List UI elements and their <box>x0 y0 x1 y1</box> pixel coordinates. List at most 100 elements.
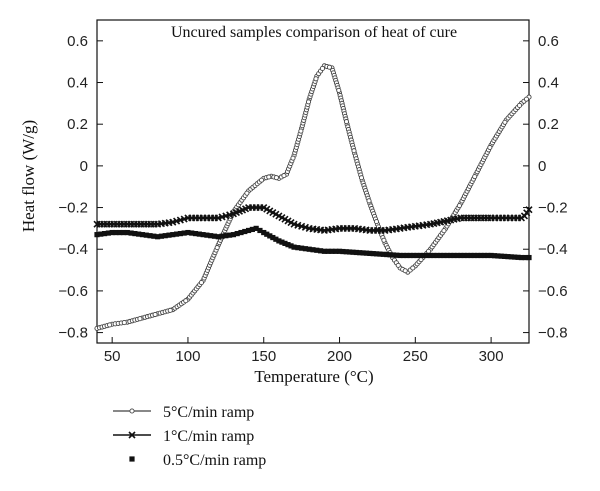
trace-marker <box>373 251 380 257</box>
x-tick-label: 250 <box>403 348 428 365</box>
trace-marker <box>523 209 531 217</box>
x-tick-label: 100 <box>175 348 200 365</box>
trace-marker <box>411 252 417 259</box>
data-point <box>124 229 130 236</box>
chart-title: Uncured samples comparison of heat of cu… <box>171 24 457 41</box>
series-layer <box>93 63 533 331</box>
trace-marker <box>468 252 474 259</box>
trace-marker <box>196 231 202 237</box>
trace-marker <box>208 233 214 239</box>
trace-marker <box>453 215 461 223</box>
trace-marker <box>392 225 400 233</box>
trace-marker <box>242 228 248 235</box>
y-tick-label-left: 0 <box>80 158 88 175</box>
trace-marker <box>137 316 143 322</box>
y-tick-label-right: −0.8 <box>538 325 568 342</box>
trace-marker <box>478 252 484 259</box>
trace-marker <box>343 119 350 125</box>
trace-marker <box>456 203 462 209</box>
trace-marker <box>514 214 522 222</box>
y-tick-label-left: 0.2 <box>67 116 88 133</box>
trace-marker <box>98 231 104 237</box>
y-tick-label-right: 0 <box>538 158 546 175</box>
data-point <box>458 252 464 259</box>
y-tick-label-right: 0.4 <box>538 75 559 92</box>
trace-marker <box>314 247 320 253</box>
trace-marker <box>117 229 123 236</box>
trace-marker <box>498 253 504 259</box>
trace-marker <box>402 268 408 274</box>
trace-marker <box>105 230 111 236</box>
data-point <box>261 229 267 236</box>
trace-marker <box>421 252 427 259</box>
trace-marker <box>485 252 491 259</box>
trace-marker <box>332 225 340 233</box>
trace-marker <box>273 236 279 242</box>
trace-marker <box>257 227 263 234</box>
trace-marker <box>347 249 353 255</box>
trace-marker <box>358 175 365 181</box>
trace-marker <box>481 252 487 259</box>
data-point <box>488 252 494 259</box>
trace-marker <box>351 148 357 154</box>
series-1 <box>93 203 533 235</box>
trace-marker <box>162 233 168 239</box>
trace-marker <box>313 76 319 82</box>
legend-symbol <box>113 431 151 439</box>
trace-marker <box>498 214 507 222</box>
trace-marker <box>302 246 309 252</box>
trace-marker <box>501 253 508 260</box>
data-point <box>526 254 532 261</box>
plot-border <box>96 19 530 344</box>
trace-marker <box>299 245 305 251</box>
trace-marker <box>143 232 149 238</box>
trace-marker <box>136 231 142 237</box>
trace-marker <box>350 249 356 255</box>
trace-marker <box>198 280 204 286</box>
x-tick-label: 200 <box>327 348 352 365</box>
y-tick-label-left: −0.2 <box>58 200 88 217</box>
trace-marker <box>394 252 400 258</box>
series-2 <box>94 225 532 261</box>
y-tick-label-left: −0.6 <box>58 283 88 300</box>
trace-marker <box>183 298 189 304</box>
data-point <box>427 252 434 259</box>
trace-marker <box>410 265 416 271</box>
data-point <box>276 238 282 244</box>
trace-marker <box>151 233 157 239</box>
data-point <box>397 252 403 259</box>
trace-marker <box>285 242 291 248</box>
legend-marker <box>128 431 136 439</box>
trace-marker <box>491 253 498 259</box>
data-point <box>291 244 297 250</box>
trace-marker <box>441 252 447 259</box>
trace-marker <box>132 230 138 237</box>
trace-marker <box>165 219 173 227</box>
trace-marker <box>363 250 370 256</box>
y-axis-title: Heat flow (W/g) <box>19 120 38 232</box>
legend-label: 0.5°C/min ramp <box>163 452 266 469</box>
trace-marker <box>204 232 210 238</box>
data-point <box>367 250 373 256</box>
data-point <box>109 229 115 236</box>
trace-marker <box>448 252 454 259</box>
y-tick-label-right: −0.2 <box>538 200 568 217</box>
y-tick-label-right: −0.6 <box>538 283 568 300</box>
plot-frame <box>96 19 530 344</box>
data-point <box>215 234 221 240</box>
trace-marker <box>475 252 481 259</box>
data-point <box>321 248 327 254</box>
trace-marker <box>152 311 158 318</box>
trace-marker <box>366 198 372 204</box>
legend: 5°C/min ramp 1°C/min ramp 0.5°C/min ramp <box>113 404 266 469</box>
legend-marker <box>129 456 135 462</box>
legend-label: 5°C/min ramp <box>163 404 254 421</box>
trace-marker <box>336 87 342 93</box>
data-point <box>518 254 525 261</box>
trace-marker <box>301 223 309 231</box>
trace-marker <box>434 252 440 259</box>
data-point <box>253 225 259 231</box>
trace-marker <box>357 250 363 256</box>
y-tick-label-left: −0.4 <box>58 241 88 258</box>
